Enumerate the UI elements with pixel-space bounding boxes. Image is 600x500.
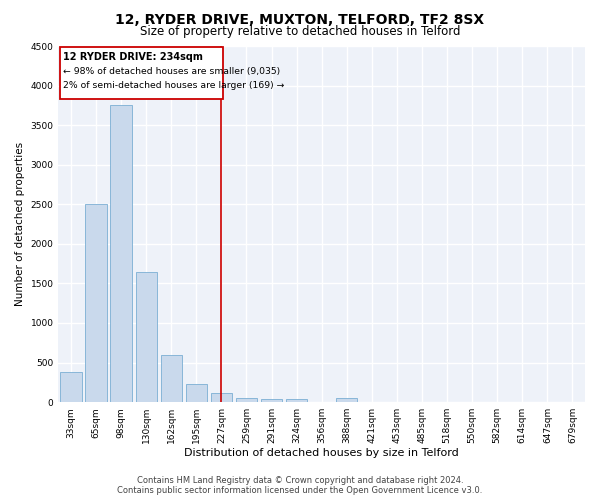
Bar	[236, 398, 257, 402]
Bar	[85, 204, 107, 402]
Text: 12 RYDER DRIVE: 234sqm: 12 RYDER DRIVE: 234sqm	[62, 52, 203, 62]
Bar	[286, 399, 307, 402]
Text: ← 98% of detached houses are smaller (9,035): ← 98% of detached houses are smaller (9,…	[62, 66, 280, 76]
Bar	[336, 398, 358, 402]
Y-axis label: Number of detached properties: Number of detached properties	[15, 142, 25, 306]
Bar	[211, 394, 232, 402]
Bar	[185, 384, 207, 402]
Bar	[60, 372, 82, 402]
Bar	[161, 354, 182, 402]
Text: 2% of semi-detached houses are larger (169) →: 2% of semi-detached houses are larger (1…	[62, 81, 284, 90]
Bar	[59, 47, 223, 99]
Bar	[110, 106, 132, 402]
X-axis label: Distribution of detached houses by size in Telford: Distribution of detached houses by size …	[184, 448, 459, 458]
Text: 12, RYDER DRIVE, MUXTON, TELFORD, TF2 8SX: 12, RYDER DRIVE, MUXTON, TELFORD, TF2 8S…	[115, 12, 485, 26]
Bar	[261, 398, 282, 402]
Bar	[136, 272, 157, 402]
Text: Contains HM Land Registry data © Crown copyright and database right 2024.
Contai: Contains HM Land Registry data © Crown c…	[118, 476, 482, 495]
Text: Size of property relative to detached houses in Telford: Size of property relative to detached ho…	[140, 25, 460, 38]
